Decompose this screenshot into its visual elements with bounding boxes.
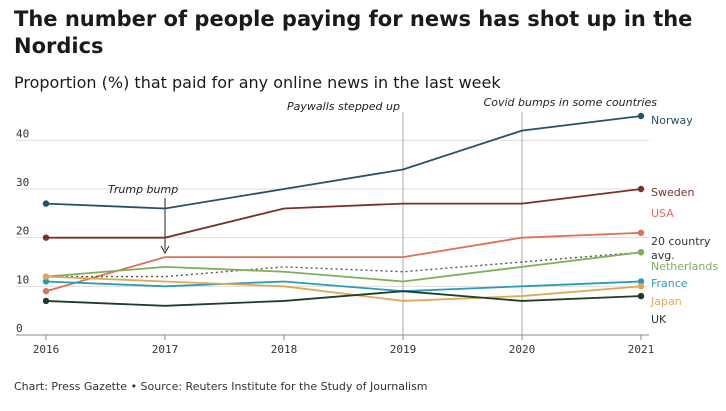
annotation-arrow-head [160,245,170,255]
annotation-trump-bump: Trump bump [108,183,178,196]
x-tick-label-2020: 2020 [509,343,536,356]
series-point-end-1 [637,185,645,193]
series-line-1 [46,188,642,239]
x-tick-label-2016: 2016 [33,343,60,356]
series-line-2 [45,231,642,293]
series-line-4 [45,251,642,283]
y-tick-label-40: 40 [16,127,29,140]
annotation-paywalls: Paywalls stepped up [287,100,400,113]
series-point-start-1 [42,234,50,241]
y-tick-label-0: 0 [16,322,23,335]
annotation-covid: Covid bumps in some countries [484,96,658,109]
chart-subtitle: Proportion (%) that paid for any online … [14,73,501,92]
series-point-end-5 [637,278,645,285]
series-point-start-2 [42,288,50,295]
y-tick-label-20: 20 [16,225,29,238]
series-label-2: USA [651,207,674,220]
series-label-3: 20 country avg. [651,235,711,262]
series-point-start-0 [42,200,50,207]
series-point-end-6 [637,283,645,290]
series-point-start-6 [42,273,50,280]
series-point-start-5 [42,278,50,285]
series-label-6: Japan [650,295,682,308]
series-line-6 [45,275,642,302]
series-label-4: Netherlands [651,260,718,273]
series-label-1: Sweden [651,186,694,199]
series-point-end-0 [637,112,645,120]
series-label-0: Norway [651,114,693,127]
series-point-end-4 [637,249,645,256]
x-tick-label-2018: 2018 [271,343,298,356]
series-line-5 [45,280,642,293]
y-tick-label-30: 30 [16,176,29,189]
series-label-5: France [651,277,688,290]
x-tick-label-2019: 2019 [390,343,417,356]
series-line-7 [45,290,642,307]
series-point-start-7 [42,297,50,305]
series-line-3 [46,251,642,278]
series-label-7: UK [651,313,667,326]
x-tick-label-2017: 2017 [152,343,179,356]
chart-source-note: Chart: Press Gazette • Source: Reuters I… [14,380,428,393]
series-point-end-7 [637,292,645,300]
chart-title: The number of people paying for news has… [14,7,693,58]
series-line-0 [45,115,642,210]
y-tick-label-10: 10 [16,273,29,286]
series-point-end-2 [637,229,645,236]
x-tick-label-2021: 2021 [628,343,655,356]
